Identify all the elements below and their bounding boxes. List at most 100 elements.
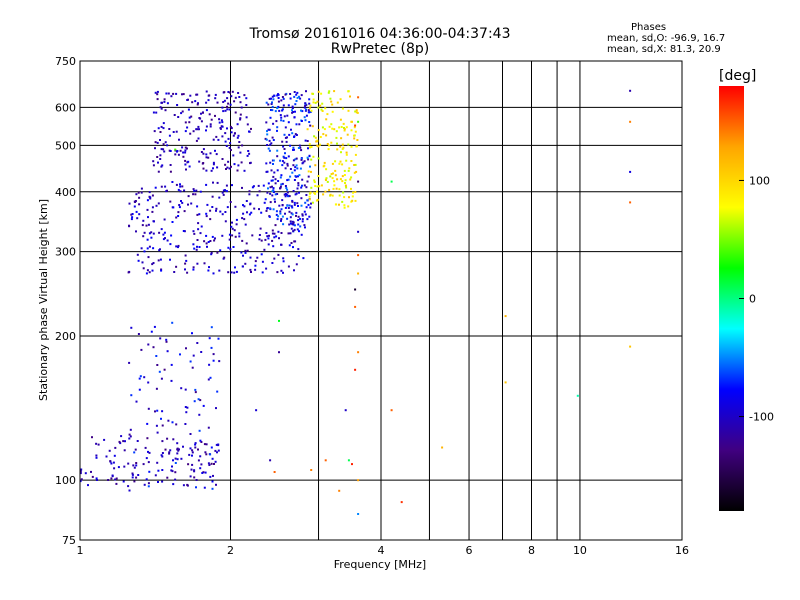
echo-point: [266, 133, 269, 136]
echo-point: [345, 151, 348, 154]
echo-point: [296, 187, 299, 190]
echo-point: [357, 254, 360, 257]
echo-point: [292, 159, 295, 162]
echo-point: [289, 93, 292, 95]
echo-point: [226, 108, 229, 111]
echo-point: [79, 470, 82, 473]
echo-point: [304, 213, 307, 216]
echo-point: [249, 268, 252, 271]
x-axis-label: Frequency [MHz]: [334, 558, 426, 571]
echo-point: [226, 105, 228, 108]
echo-point: [196, 262, 199, 265]
echo-point: [202, 148, 205, 151]
echo-point: [181, 93, 183, 96]
echo-point: [134, 448, 137, 451]
echo-point: [294, 166, 297, 169]
echo-point: [266, 144, 269, 146]
echo-point: [145, 272, 148, 275]
echo-point: [163, 150, 166, 153]
echo-point: [172, 459, 174, 462]
echo-point: [189, 132, 192, 135]
echo-point: [304, 109, 307, 112]
echo-point: [306, 156, 309, 159]
echo-point: [313, 135, 316, 138]
echo-point: [163, 100, 166, 103]
echo-point: [280, 119, 283, 122]
echo-point: [193, 400, 196, 403]
echo-point: [178, 204, 181, 206]
echo-point: [287, 195, 290, 198]
echo-point: [203, 486, 206, 489]
echo-point: [128, 437, 131, 440]
echo-point: [299, 146, 302, 149]
echo-point: [307, 147, 309, 150]
echo-point: [310, 186, 313, 189]
x-axis-ticks: 1 2 4 6 8 10 16: [77, 544, 690, 557]
echo-point: [169, 200, 172, 203]
echo-point: [294, 158, 297, 161]
echo-point: [159, 248, 161, 251]
echo-point: [180, 387, 183, 390]
echo-point: [212, 353, 215, 356]
echo-point: [177, 244, 180, 247]
echo-point: [309, 191, 312, 194]
echo-point: [185, 259, 188, 262]
echo-point: [281, 215, 284, 218]
echo-point: [345, 153, 348, 156]
echo-point: [238, 96, 241, 98]
echo-point: [147, 223, 150, 226]
echo-point: [284, 195, 287, 198]
colorbar-tick-label: -100: [749, 411, 774, 424]
echo-point: [341, 180, 344, 183]
echo-point: [197, 102, 199, 105]
echo-point: [214, 93, 217, 96]
echo-point: [357, 230, 360, 233]
echo-point: [347, 459, 350, 462]
echo-point: [161, 410, 164, 413]
echo-point: [153, 325, 156, 328]
echo-point: [169, 449, 172, 452]
echo-point: [271, 190, 274, 192]
echo-point: [301, 220, 304, 223]
echo-point: [221, 121, 224, 124]
echo-point: [230, 165, 232, 168]
echo-point: [155, 424, 158, 427]
echo-point: [168, 452, 171, 455]
echo-point: [295, 93, 298, 96]
echo-point: [199, 467, 202, 470]
echo-point: [283, 115, 286, 118]
echo-point: [182, 484, 185, 487]
echo-point: [167, 419, 170, 422]
echo-point: [225, 168, 227, 170]
echo-point: [239, 113, 242, 116]
echo-point: [140, 187, 143, 190]
echo-point: [205, 169, 208, 172]
echo-point: [154, 474, 157, 477]
echo-point: [265, 267, 268, 270]
echo-point: [229, 142, 232, 145]
echo-point: [324, 190, 327, 193]
echo-point: [191, 449, 194, 452]
echo-point: [222, 193, 225, 196]
echo-point: [338, 203, 340, 206]
echo-point: [303, 224, 306, 227]
echo-point: [168, 128, 171, 130]
echo-point: [150, 236, 153, 239]
echo-point: [210, 446, 213, 449]
echo-point: [147, 450, 149, 453]
echo-point: [316, 144, 319, 147]
echo-point: [273, 171, 276, 174]
echo-point: [288, 210, 291, 213]
echo-point: [191, 101, 194, 104]
y-tick-label: 200: [55, 330, 76, 343]
echo-point: [336, 101, 339, 104]
echo-point: [268, 139, 271, 142]
echo-point: [234, 235, 237, 238]
echo-point: [190, 468, 193, 471]
echo-point: [128, 225, 131, 228]
echo-point: [347, 205, 350, 208]
echo-point: [328, 188, 331, 191]
echo-point: [222, 257, 225, 260]
echo-point: [156, 98, 159, 101]
echo-point: [162, 122, 165, 125]
